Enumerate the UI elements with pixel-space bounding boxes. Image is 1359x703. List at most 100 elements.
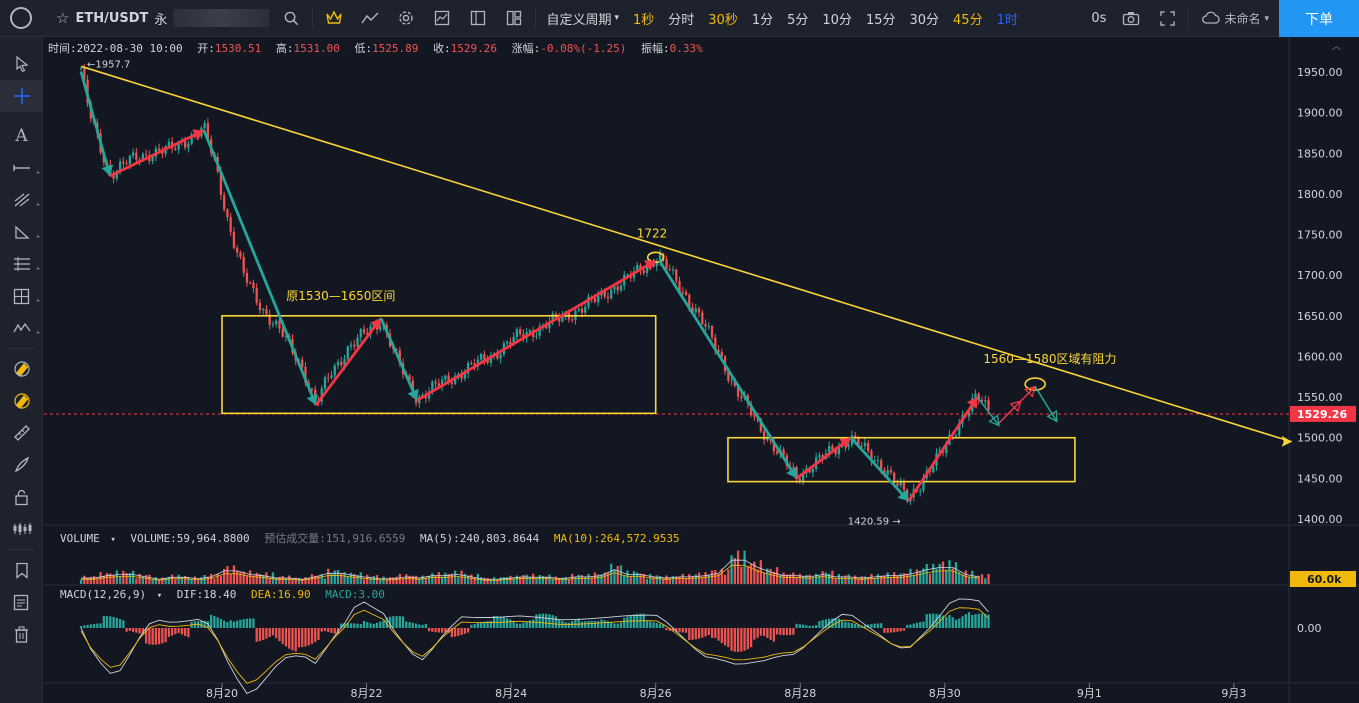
macd-bar	[964, 614, 967, 628]
wave-tool-icon[interactable]: ▸	[0, 312, 43, 344]
volume-title[interactable]: VOLUME	[60, 532, 100, 545]
interval-menu[interactable]: 自定义周期 ▾	[539, 0, 626, 37]
triangle-tool-icon[interactable]: ▸	[0, 216, 43, 248]
price-tick-label: 1800.00	[1297, 188, 1343, 201]
fibonacci-tool-icon[interactable]: ▸	[13, 257, 40, 272]
bookmark-icon[interactable]	[0, 554, 43, 586]
volume-bar	[125, 573, 128, 584]
up-arrow-head	[839, 437, 851, 449]
favorite-star-icon[interactable]: ☆	[56, 9, 70, 27]
macd-bar	[971, 615, 974, 628]
candle-body	[837, 447, 841, 455]
chevron-down-icon[interactable]: ▾	[156, 591, 163, 601]
period-3[interactable]: 1分	[751, 12, 774, 28]
chevron-down-icon[interactable]: ▾	[110, 535, 116, 545]
place-order-button[interactable]: 下单	[1279, 0, 1359, 37]
period-4[interactable]: 5分	[787, 12, 809, 28]
indicators-icon[interactable]	[352, 0, 388, 37]
cursor-arrow-icon[interactable]	[0, 48, 43, 80]
settings-gear-icon[interactable]	[388, 0, 424, 37]
volume-bar	[590, 577, 593, 584]
candle-body	[249, 282, 252, 284]
app-logo[interactable]	[0, 0, 42, 37]
candle-body	[483, 354, 486, 360]
period-1[interactable]: 分时	[668, 12, 695, 28]
candle-body	[675, 269, 678, 281]
camera-icon[interactable]	[1113, 0, 1149, 37]
volume-bar	[945, 569, 948, 584]
magnet-icon[interactable]	[0, 353, 43, 385]
volume-bar	[801, 576, 805, 584]
volume-bar	[584, 576, 587, 584]
period-6[interactable]: 15分	[865, 12, 896, 28]
volume-bar	[349, 572, 353, 584]
candle-body	[736, 385, 740, 397]
macd-bar	[932, 613, 935, 628]
volume-bar	[815, 573, 818, 584]
macd-title[interactable]: MACD(12,26,9)	[60, 588, 147, 601]
brush-icon[interactable]	[0, 449, 43, 481]
macd-bar	[226, 622, 229, 628]
lock-icon[interactable]	[0, 481, 43, 513]
volume-bar	[951, 568, 954, 584]
template-icon[interactable]	[460, 0, 496, 37]
collapse-chevron-icon[interactable]: ︿	[1331, 42, 1341, 52]
crosshair-icon[interactable]	[0, 80, 43, 112]
macd-bar	[906, 624, 909, 628]
period-2[interactable]: 30秒	[708, 12, 738, 28]
pattern-tool-icon[interactable]: ▸	[0, 280, 43, 312]
trash-icon[interactable]	[0, 618, 43, 650]
macd-bar	[375, 622, 379, 628]
volume-bar	[304, 577, 307, 584]
macd-dea-line	[80, 607, 989, 684]
strong-magnet-icon[interactable]	[0, 385, 43, 417]
ruler-icon[interactable]	[0, 417, 43, 449]
volume-bar	[720, 568, 723, 584]
text-tool-icon[interactable]: A	[15, 126, 28, 146]
volume-bar	[232, 565, 236, 584]
candle-body	[512, 336, 515, 345]
trend-line-tool-icon[interactable]: ▸	[0, 184, 43, 216]
period-8[interactable]: 45分	[953, 12, 983, 28]
period-5[interactable]: 10分	[822, 12, 852, 28]
horizontal-line-icon[interactable]: ▸	[12, 165, 40, 176]
macd-bar	[515, 623, 519, 628]
macd-legend: MACD(12,26,9) ▾ DIF:18.40 DEA:16.90 MACD…	[60, 588, 385, 601]
macd-bar	[405, 621, 408, 628]
volume-bar	[636, 572, 639, 584]
macd-bar	[200, 620, 203, 628]
crown-icon[interactable]	[316, 0, 352, 37]
chart-canvas[interactable]: 1950.00 1900.00 1850.00 1800.00 1750.00 1700.…	[44, 37, 1359, 703]
candle-body	[730, 380, 733, 382]
candle-body	[863, 442, 867, 447]
fullscreen-icon[interactable]	[1149, 0, 1185, 37]
search-icon[interactable]	[273, 0, 309, 37]
volume-bar	[301, 579, 304, 584]
volume-bar	[372, 575, 375, 584]
down-arrow-head	[786, 466, 797, 479]
layout-icon[interactable]	[496, 0, 532, 37]
macd-bar	[876, 623, 880, 628]
period-7[interactable]: 30分	[909, 12, 940, 28]
macd-bar	[148, 628, 151, 645]
period-0[interactable]: 1秒	[632, 12, 655, 28]
candle-body	[232, 231, 236, 248]
volume-bar	[528, 577, 532, 584]
volume-bar	[330, 573, 333, 584]
chart-area[interactable]: 1950.00 1900.00 1850.00 1800.00 1750.00 1700.…	[44, 37, 1359, 703]
macd-bar	[697, 628, 701, 639]
volume-bar	[144, 575, 148, 584]
notes-icon[interactable]	[0, 586, 43, 618]
show-objects-icon[interactable]	[0, 513, 43, 545]
chart-image-icon[interactable]	[424, 0, 460, 37]
macd-bar	[727, 628, 730, 648]
save-layout-button[interactable]: 未命名 ▾	[1192, 10, 1279, 27]
volume-bar	[447, 573, 450, 584]
candle-body	[304, 366, 307, 383]
symbol-selector[interactable]: ☆ ETH/USDT 永	[42, 0, 273, 37]
candle-body	[528, 330, 532, 333]
volume-bar	[317, 575, 320, 584]
period-9[interactable]: 1时	[996, 12, 1018, 28]
macd-bar	[678, 628, 681, 633]
macd-bar	[362, 621, 366, 628]
